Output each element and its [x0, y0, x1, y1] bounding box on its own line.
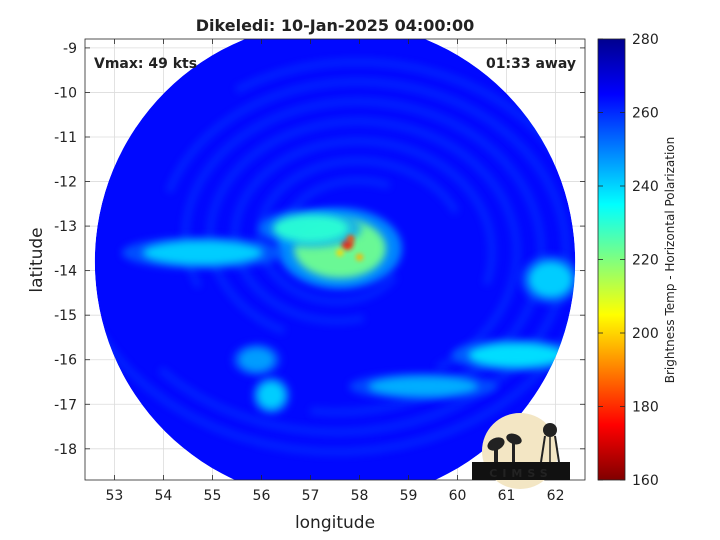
y-tick-label: -16 — [54, 353, 77, 369]
convective-features — [121, 207, 576, 415]
y-tick-label: -18 — [54, 442, 77, 458]
feature-southeast-band — [468, 343, 565, 368]
x-tick-label: 56 — [253, 488, 271, 504]
y-tick-label: -15 — [54, 308, 77, 324]
spiral-band — [158, 78, 570, 436]
y-tick-label: -14 — [54, 264, 77, 280]
x-tick-label: 57 — [302, 488, 320, 504]
plot-frame — [84, 38, 586, 481]
y-tick-label: -17 — [54, 397, 77, 413]
colorbar-tick-label: 220 — [632, 253, 659, 269]
x-tick-label: 55 — [204, 488, 222, 504]
vmax-label: Vmax: 49 kts — [94, 56, 197, 72]
colorbar-tick-label: 240 — [632, 179, 659, 195]
time-away-label: 01:33 away — [486, 56, 576, 72]
chart-title: Dikeledi: 10-Jan-2025 04:00:00 — [196, 16, 474, 35]
y-tick-label: -13 — [54, 219, 77, 235]
water-tower-icon — [540, 423, 560, 463]
colorbar-tick-label: 160 — [632, 473, 659, 489]
x-tick-label: 54 — [155, 488, 173, 504]
feature-inner-band — [272, 214, 349, 243]
logo-text: CIMSS — [489, 467, 552, 480]
eye-hotspot — [336, 249, 344, 257]
eye-hotspot — [347, 235, 355, 243]
spiral-band — [255, 157, 460, 305]
x-tick-label: 58 — [351, 488, 369, 504]
satellite-dish-icon — [487, 433, 522, 462]
colorbar-label: Brightness Temp - Horizontal Polarizatio… — [663, 137, 677, 384]
x-tick-label: 61 — [498, 488, 516, 504]
brightness-swath — [94, 39, 576, 480]
x-tick-label: 62 — [547, 488, 565, 504]
y-tick-label: -11 — [54, 130, 77, 146]
feature-southern-band — [368, 376, 479, 397]
axis-ticks: 53 54 55 56 57 58 59 60 61 62 -9 -10 -11 -12 -13 -14 -15… — [54, 39, 585, 504]
cimss-logo: CIMSS — [472, 413, 570, 489]
colorbar-tick-label: 180 — [632, 400, 659, 416]
x-axis-label: longitude — [295, 513, 375, 533]
colorbar-tick-label: 280 — [632, 32, 659, 48]
colorbar-tick-label: 200 — [632, 326, 659, 342]
feature-eastern-band — [528, 261, 573, 298]
feature-south-cluster — [257, 381, 286, 410]
y-tick-label: -9 — [63, 41, 77, 57]
y-tick-label: -10 — [54, 85, 77, 101]
x-tick-label: 53 — [105, 488, 123, 504]
feature-southwest-cluster — [238, 347, 275, 372]
x-tick-label: 59 — [400, 488, 418, 504]
spiral-band — [231, 137, 496, 325]
colorbar-ticks: 280 260 240 220 200 180 160 — [598, 32, 659, 489]
y-axis-label: latitude — [27, 227, 47, 292]
x-tick-label: 60 — [449, 488, 467, 504]
colorbar-tick-label: 260 — [632, 106, 659, 122]
y-tick-label: -12 — [54, 175, 77, 191]
feature-western-band — [142, 240, 263, 265]
eye-hotspot — [356, 253, 364, 261]
